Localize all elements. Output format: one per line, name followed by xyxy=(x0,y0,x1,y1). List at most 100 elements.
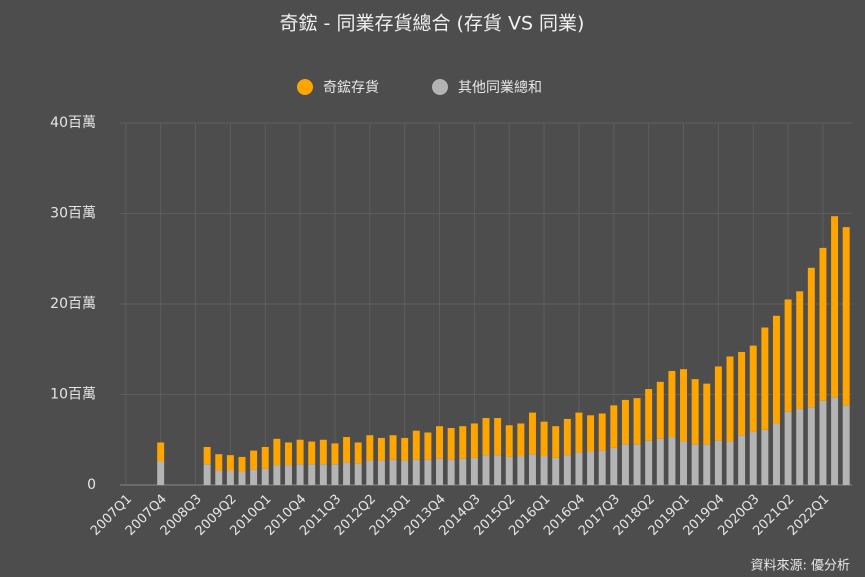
bar-segment xyxy=(261,468,269,485)
chart-title: 奇鋐 - 同業存貨總合 (存貨 VS 同業) xyxy=(280,13,585,35)
bar-segment xyxy=(238,456,246,472)
bar-segment xyxy=(575,412,583,453)
bar-segment xyxy=(563,455,571,485)
y-tick-label: 30百萬 xyxy=(50,206,96,222)
bar-segment xyxy=(366,460,374,485)
bar-segment xyxy=(842,227,850,406)
bar-segment xyxy=(726,441,734,485)
bar-segment xyxy=(633,444,641,485)
bar-segment xyxy=(459,426,467,459)
bar-segment xyxy=(250,469,258,485)
bar-segment xyxy=(680,441,688,485)
bar-segment xyxy=(656,438,664,485)
bar-segment xyxy=(691,444,699,485)
legend-label: 其他同業總和 xyxy=(458,79,542,96)
y-tick-label: 10百萬 xyxy=(50,387,96,403)
bar-segment xyxy=(470,423,478,458)
bar-segment xyxy=(296,439,304,465)
legend-swatch xyxy=(432,79,448,95)
bar-segment xyxy=(203,446,211,465)
bar-segment xyxy=(389,435,397,460)
bar-segment xyxy=(436,458,444,485)
bar-segment xyxy=(401,437,409,461)
bar-segment xyxy=(308,464,316,485)
bar-segment xyxy=(424,432,432,460)
bar-segment xyxy=(772,423,780,485)
bar-segment xyxy=(714,440,722,485)
bar-segment xyxy=(587,451,595,485)
bar-segment xyxy=(284,442,292,466)
bar-segment xyxy=(633,398,641,445)
bar-segment xyxy=(226,455,234,471)
bar-segment xyxy=(354,442,362,464)
y-tick-label: 40百萬 xyxy=(50,115,96,131)
bar-segment xyxy=(691,379,699,445)
y-tick-label: 20百萬 xyxy=(50,296,96,312)
bar-segment xyxy=(819,400,827,485)
bar-segment xyxy=(807,407,815,485)
bar-segment xyxy=(517,456,525,485)
bar-segment xyxy=(598,450,606,485)
bar-segment xyxy=(703,444,711,485)
bar-segment xyxy=(563,418,571,456)
bar-segment xyxy=(738,351,746,436)
bar-segment xyxy=(598,413,606,451)
bar-segment xyxy=(552,426,560,458)
bar-segment xyxy=(331,464,339,485)
bar-segment xyxy=(772,315,780,424)
bar-segment xyxy=(389,459,397,485)
bar-segment xyxy=(621,444,629,485)
bar-segment xyxy=(668,370,676,438)
bar-segment xyxy=(377,460,385,485)
bar-segment xyxy=(447,459,455,485)
bar-segment xyxy=(703,383,711,445)
bar-segment xyxy=(668,437,676,485)
bar-segment xyxy=(645,440,653,485)
bar-segment xyxy=(494,455,502,485)
bar-segment xyxy=(610,447,618,485)
bar-segment xyxy=(842,405,850,485)
bar-segment xyxy=(749,345,757,432)
bar-segment xyxy=(528,454,536,485)
bar-segment xyxy=(470,457,478,485)
bar-segment xyxy=(552,457,560,485)
bar-segment xyxy=(505,456,513,485)
bar-segment xyxy=(494,418,502,456)
bar-segment xyxy=(540,456,548,485)
bar-segment xyxy=(482,418,490,456)
bar-segment xyxy=(215,454,223,471)
bar-segment xyxy=(377,437,385,461)
bar-segment xyxy=(354,463,362,485)
bar-segment xyxy=(157,442,165,462)
bar-segment xyxy=(714,366,722,441)
bar-segment xyxy=(447,427,455,460)
bar-segment xyxy=(308,441,316,465)
bar-segment xyxy=(796,291,804,409)
bar-segment xyxy=(157,461,165,485)
bar-segment xyxy=(761,327,769,430)
bar-segment xyxy=(284,465,292,485)
bar-segment xyxy=(319,439,327,465)
bar-segment xyxy=(517,423,525,457)
bar-segment xyxy=(784,411,792,485)
bar-segment xyxy=(819,247,827,401)
legend-swatch xyxy=(297,79,313,95)
bar-segment xyxy=(250,450,258,470)
bar-segment xyxy=(749,431,757,485)
y-tick-label: 0 xyxy=(87,477,96,493)
bar-segment xyxy=(343,462,351,485)
bar-segment xyxy=(261,446,269,469)
bar-segment xyxy=(343,437,351,463)
bar-segment xyxy=(807,267,815,408)
bar-segment xyxy=(424,459,432,485)
bar-segment xyxy=(215,470,223,485)
bar-segment xyxy=(587,415,595,452)
source-note: 資料來源: 優分析 xyxy=(750,559,850,574)
bar-segment xyxy=(796,408,804,485)
bar-segment xyxy=(331,443,339,465)
bar-segment xyxy=(680,369,688,442)
bar-segment xyxy=(610,405,618,448)
bar-segment xyxy=(238,471,246,485)
bar-segment xyxy=(436,426,444,459)
